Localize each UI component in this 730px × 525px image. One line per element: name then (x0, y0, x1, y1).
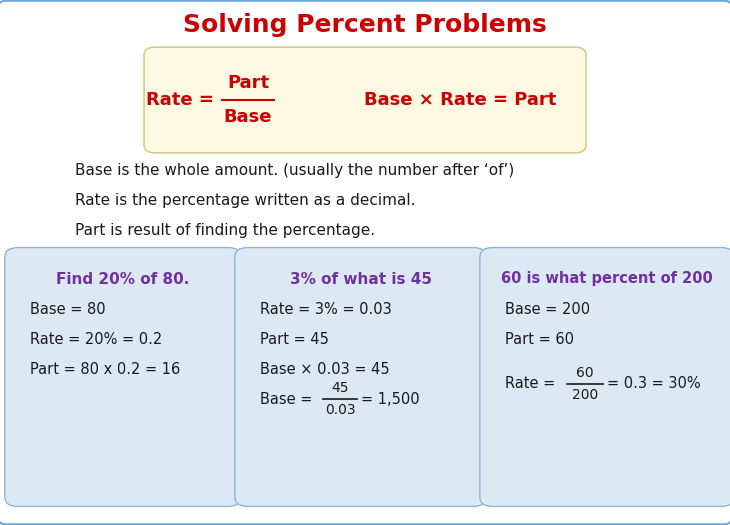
Text: Rate =: Rate = (146, 91, 220, 109)
Text: Rate =: Rate = (505, 376, 560, 392)
Text: 60: 60 (576, 366, 593, 380)
Text: Solving Percent Problems: Solving Percent Problems (183, 13, 547, 37)
Text: Base =: Base = (260, 392, 317, 406)
Text: Base = 200: Base = 200 (505, 301, 590, 317)
Text: 3% of what is 45: 3% of what is 45 (290, 271, 431, 287)
Text: 60 is what percent of 200: 60 is what percent of 200 (501, 271, 713, 287)
Text: Rate is the percentage written as a decimal.: Rate is the percentage written as a deci… (75, 193, 415, 207)
Text: 200: 200 (572, 388, 598, 402)
Text: Find 20% of 80.: Find 20% of 80. (56, 271, 190, 287)
Text: = 1,500: = 1,500 (361, 392, 420, 406)
FancyBboxPatch shape (235, 248, 486, 507)
Text: Base is the whole amount. (usually the number after ‘of’): Base is the whole amount. (usually the n… (75, 163, 514, 177)
Text: 45: 45 (331, 381, 349, 395)
Text: Part = 80 x 0.2 = 16: Part = 80 x 0.2 = 16 (30, 362, 180, 376)
FancyBboxPatch shape (144, 47, 586, 153)
Text: Rate = 20% = 0.2: Rate = 20% = 0.2 (30, 331, 162, 346)
Text: = 0.3 = 30%: = 0.3 = 30% (607, 376, 701, 392)
Text: Part: Part (227, 74, 269, 92)
Text: Base: Base (224, 108, 272, 126)
Text: Part is result of finding the percentage.: Part is result of finding the percentage… (75, 223, 375, 237)
Text: Base = 80: Base = 80 (30, 301, 106, 317)
Text: Base × 0.03 = 45: Base × 0.03 = 45 (260, 362, 390, 376)
FancyBboxPatch shape (5, 248, 241, 507)
Text: 0.03: 0.03 (325, 403, 356, 417)
FancyBboxPatch shape (480, 248, 730, 507)
Text: Part = 60: Part = 60 (505, 331, 574, 346)
Text: Part = 45: Part = 45 (260, 331, 329, 346)
Text: Base × Rate = Part: Base × Rate = Part (364, 91, 556, 109)
Text: Rate = 3% = 0.03: Rate = 3% = 0.03 (260, 301, 392, 317)
